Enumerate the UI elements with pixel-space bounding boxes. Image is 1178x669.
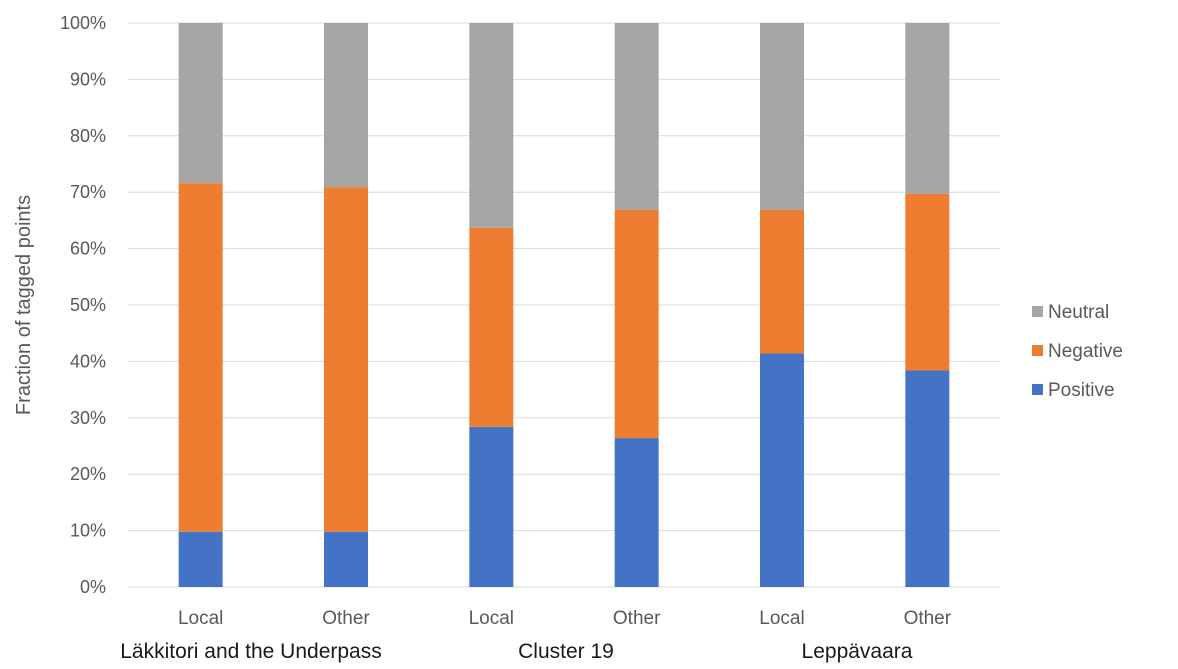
legend-label-negative: Negative: [1048, 341, 1123, 362]
legend-swatch-neutral: [1032, 306, 1043, 317]
bar-segment-neutral: [178, 23, 223, 184]
y-tick-label: 10%: [70, 521, 106, 541]
y-tick-label: 80%: [70, 126, 106, 146]
x-category-label: Local: [469, 608, 514, 629]
y-tick-label: 0%: [80, 577, 106, 597]
bar-segment-negative: [760, 209, 804, 354]
y-axis-ticks: 0% 10% 20% 30% 40% 50% 60% 70% 80% 90% 100%: [60, 13, 106, 597]
bar-segment-negative: [178, 183, 223, 532]
legend-label-neutral: Neutral: [1048, 302, 1109, 323]
x-group-label: Läkkitori and the Underpass: [120, 640, 382, 663]
y-tick-label: 50%: [70, 295, 106, 315]
bar-segment-neutral: [760, 23, 804, 210]
bar-segment-neutral: [324, 23, 368, 188]
x-axis-categories: Local Other Local Other Local Other: [178, 608, 952, 629]
bar-segment-negative: [324, 187, 368, 532]
bar-segment-neutral: [905, 23, 950, 194]
x-category-label: Other: [613, 608, 661, 629]
y-tick-label: 60%: [70, 239, 106, 259]
legend: Neutral Negative Positive: [1032, 302, 1123, 401]
bars: [178, 23, 950, 587]
bar-segment-negative: [469, 227, 514, 427]
bar-segment-negative: [614, 209, 659, 439]
legend-label-positive: Positive: [1048, 380, 1115, 401]
y-tick-label: 70%: [70, 182, 106, 202]
y-tick-label: 90%: [70, 69, 106, 89]
bar-segment-positive: [324, 531, 368, 587]
x-group-label: Leppävaara: [802, 640, 913, 663]
bar-segment-negative: [905, 193, 950, 371]
bar-segment-positive: [905, 370, 950, 587]
x-axis-groups: Läkkitori and the Underpass Cluster 19 Lep…: [120, 640, 913, 663]
legend-swatch-positive: [1032, 384, 1043, 395]
y-axis-label: Fraction of tagged points: [13, 195, 35, 415]
x-category-label: Other: [322, 608, 370, 629]
bar-segment-positive: [469, 426, 514, 587]
y-tick-label: 40%: [70, 351, 106, 371]
bar-segment-positive: [760, 353, 804, 587]
x-category-label: Other: [904, 608, 952, 629]
bar-segment-positive: [614, 438, 659, 587]
legend-swatch-negative: [1032, 345, 1043, 356]
y-tick-label: 30%: [70, 408, 106, 428]
gridlines: [128, 22, 1000, 588]
y-tick-label: 100%: [60, 13, 106, 33]
x-category-label: Local: [759, 608, 804, 629]
bar-segment-neutral: [614, 23, 659, 210]
y-tick-label: 20%: [70, 464, 106, 484]
x-category-label: Local: [178, 608, 223, 629]
bar-segment-positive: [178, 531, 223, 587]
x-group-label: Cluster 19: [518, 640, 614, 663]
bar-segment-neutral: [469, 23, 514, 228]
